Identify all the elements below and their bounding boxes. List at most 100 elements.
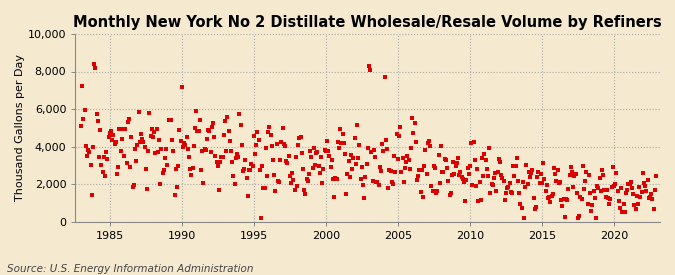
Point	[392, 157, 403, 161]
Point	[421, 172, 432, 177]
Point	[90, 65, 101, 70]
Point	[219, 133, 230, 138]
Point	[462, 166, 473, 170]
Point	[364, 64, 375, 68]
Point	[575, 195, 586, 200]
Point	[647, 197, 657, 201]
Point	[346, 153, 356, 157]
Point	[192, 129, 203, 133]
Point	[322, 139, 333, 144]
Point	[276, 139, 287, 144]
Point	[169, 193, 180, 197]
Point	[616, 186, 626, 190]
Point	[486, 182, 497, 186]
Point	[171, 167, 182, 171]
Point	[557, 204, 568, 208]
Point	[582, 202, 593, 206]
Point	[77, 84, 88, 88]
Point	[342, 172, 353, 177]
Point	[138, 140, 149, 144]
Point	[372, 180, 383, 185]
Point	[574, 213, 585, 218]
Point	[197, 149, 208, 153]
Point	[491, 189, 502, 194]
Point	[511, 156, 522, 160]
Point	[236, 142, 247, 147]
Point	[429, 164, 439, 168]
Point	[252, 129, 263, 134]
Point	[489, 175, 500, 180]
Point	[383, 185, 394, 190]
Point	[319, 147, 330, 152]
Point	[136, 132, 146, 136]
Point	[279, 144, 290, 148]
Point	[336, 141, 347, 145]
Point	[223, 128, 234, 133]
Point	[179, 141, 190, 145]
Point	[578, 186, 589, 191]
Point	[454, 173, 464, 178]
Point	[350, 162, 361, 166]
Point	[622, 188, 632, 192]
Point	[492, 170, 503, 174]
Point	[245, 167, 256, 172]
Point	[517, 180, 528, 184]
Point	[620, 191, 631, 195]
Point	[331, 176, 342, 181]
Point	[221, 149, 232, 153]
Point	[191, 109, 202, 114]
Point	[599, 187, 610, 192]
Point	[524, 174, 535, 179]
Point	[625, 180, 636, 184]
Point	[360, 175, 371, 179]
Point	[324, 154, 335, 158]
Point	[144, 111, 155, 116]
Point	[537, 181, 547, 185]
Point	[470, 184, 481, 188]
Point	[566, 170, 577, 174]
Point	[474, 180, 485, 185]
Point	[269, 173, 279, 177]
Point	[423, 141, 433, 145]
Point	[233, 155, 244, 159]
Point	[347, 166, 358, 171]
Point	[79, 107, 90, 112]
Point	[209, 135, 219, 139]
Point	[265, 133, 276, 137]
Point	[460, 199, 470, 203]
Point	[620, 210, 630, 215]
Point	[547, 191, 558, 196]
Point	[407, 116, 418, 120]
Point	[410, 140, 421, 145]
Point	[148, 135, 159, 139]
Point	[150, 151, 161, 155]
Point	[178, 145, 188, 149]
Point	[628, 192, 639, 197]
Point	[330, 176, 341, 180]
Point	[504, 180, 515, 185]
Point	[333, 146, 344, 150]
Point	[435, 181, 446, 186]
Point	[91, 112, 102, 117]
Point	[642, 178, 653, 182]
Point	[532, 175, 543, 180]
Point	[213, 164, 223, 168]
Point	[587, 203, 598, 208]
Point	[610, 182, 620, 186]
Point	[401, 160, 412, 165]
Point	[173, 164, 184, 168]
Point	[107, 138, 117, 142]
Point	[246, 161, 257, 166]
Point	[168, 149, 179, 153]
Point	[89, 62, 100, 66]
Point	[356, 165, 367, 170]
Point	[385, 169, 396, 173]
Point	[523, 170, 534, 174]
Point	[469, 158, 480, 163]
Point	[242, 194, 253, 198]
Point	[203, 128, 214, 133]
Point	[371, 180, 381, 185]
Point	[457, 177, 468, 182]
Point	[392, 131, 402, 136]
Point	[375, 164, 385, 169]
